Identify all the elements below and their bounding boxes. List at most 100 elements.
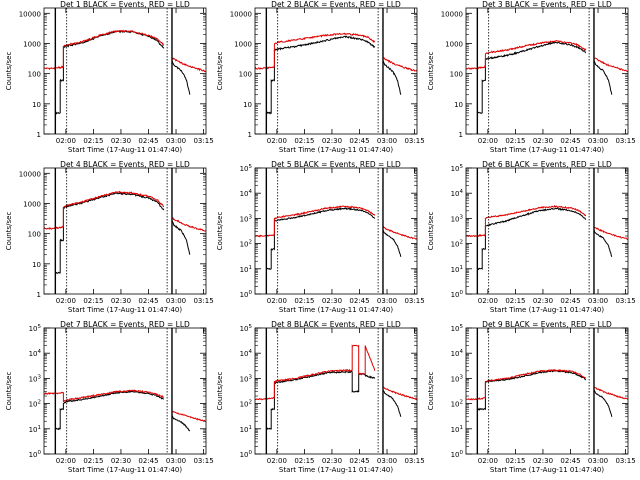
y-tick-label: 100 — [28, 231, 41, 239]
x-axis-label: Start Time (17-Aug-11 01:47:40) — [279, 146, 393, 154]
x-tick-label: 02:30 — [111, 457, 131, 465]
y-tick-label: 104 — [240, 349, 253, 358]
series-line-events — [266, 207, 376, 270]
axes-frame — [465, 167, 629, 295]
x-tick-label: 02:30 — [322, 297, 342, 305]
x-tick-label: 03:00 — [166, 297, 186, 305]
detector-panel-2: Det 2 BLACK = Events, RED = LLD 1 10 100 100… — [216, 0, 425, 154]
x-tick-label: 03:15 — [193, 457, 213, 465]
y-tick-label: 1000 — [445, 40, 463, 48]
y-tick-label: 101 — [29, 425, 41, 434]
panel-title: Det 8 BLACK = Events, RED = LLD — [271, 320, 401, 329]
x-tick-label: 03:00 — [377, 297, 397, 305]
y-tick-label: 104 — [451, 349, 464, 358]
y-axis-label: Counts/sec — [427, 212, 435, 251]
detector-panel-1: Det 1 BLACK = Events, RED = LLD 1 10 100 100… — [5, 0, 214, 154]
x-tick-label: 02:00 — [56, 137, 76, 145]
y-tick-label: 10000 — [441, 10, 463, 18]
series-line-lld — [254, 32, 376, 70]
series-line-events — [477, 207, 587, 271]
y-tick-label: 105 — [240, 164, 253, 173]
axes-frame — [254, 327, 418, 455]
x-tick-label: 02:15 — [294, 457, 314, 465]
y-tick-label: 103 — [240, 374, 253, 383]
x-tick-label: 03:00 — [166, 457, 186, 465]
y-tick-label: 100 — [29, 450, 42, 459]
series-line-events — [477, 41, 586, 115]
y-tick-label: 102 — [240, 240, 252, 249]
x-axis-label: Start Time (17-Aug-11 01:47:40) — [68, 306, 182, 314]
y-tick-label: 101 — [451, 425, 463, 434]
y-tick-label: 100 — [240, 290, 253, 299]
y-tick-label: 1000 — [23, 200, 41, 208]
x-tick-label: 02:15 — [294, 137, 314, 145]
series-line-events — [171, 60, 191, 95]
panel-title: Det 3 BLACK = Events, RED = LLD — [482, 0, 612, 9]
x-tick-label: 02:45 — [349, 457, 369, 465]
series-line-events — [265, 370, 376, 431]
series-line-events — [382, 229, 402, 257]
x-tick-label: 03:15 — [615, 137, 635, 145]
y-tick-label: 102 — [451, 240, 463, 249]
series-line-lld — [593, 57, 629, 73]
x-axis-label: Start Time (17-Aug-11 01:47:40) — [490, 306, 604, 314]
y-tick-label: 101 — [240, 425, 252, 434]
panel-title: Det 9 BLACK = Events, RED = LLD — [482, 320, 612, 329]
x-tick-label: 03:15 — [404, 457, 424, 465]
x-tick-label: 02:45 — [560, 297, 580, 305]
axes-frame — [254, 7, 418, 135]
y-tick-label: 104 — [29, 349, 42, 358]
y-axis-label: Counts/sec — [216, 212, 224, 251]
series-line-lld — [43, 389, 164, 403]
y-tick-label: 1 — [37, 291, 41, 299]
detector-panel-9: Det 9 BLACK = Events, RED = LLD 100 101 102… — [427, 320, 636, 474]
x-axis-label: Start Time (17-Aug-11 01:47:40) — [490, 466, 604, 474]
x-tick-label: 02:00 — [478, 297, 498, 305]
series-line-lld — [43, 190, 164, 230]
series-line-events — [55, 192, 165, 275]
x-tick-label: 03:15 — [615, 297, 635, 305]
x-tick-label: 02:45 — [138, 137, 158, 145]
series-line-events — [265, 35, 376, 115]
x-tick-label: 02:30 — [322, 457, 342, 465]
y-axis-label: Counts/sec — [216, 372, 224, 411]
y-tick-label: 1000 — [23, 40, 41, 48]
x-tick-label: 02:15 — [83, 137, 103, 145]
x-tick-label: 03:00 — [588, 457, 608, 465]
y-tick-label: 105 — [29, 324, 42, 333]
x-tick-label: 03:15 — [193, 137, 213, 145]
series-line-events — [593, 229, 613, 257]
x-tick-label: 02:00 — [267, 137, 287, 145]
y-tick-label: 100 — [450, 71, 463, 79]
detector-panel-6: Det 6 BLACK = Events, RED = LLD 100 101 102… — [427, 160, 636, 314]
y-axis-label: Counts/sec — [5, 52, 13, 91]
x-tick-label: 03:15 — [193, 297, 213, 305]
series-line-lld — [254, 344, 376, 401]
x-tick-label: 02:00 — [267, 297, 287, 305]
detector-panel-8: Det 8 BLACK = Events, RED = LLD 100 101 102… — [216, 320, 425, 474]
y-tick-label: 105 — [451, 164, 464, 173]
series-line-lld — [593, 226, 629, 240]
x-tick-label: 02:30 — [111, 137, 131, 145]
x-tick-label: 02:15 — [294, 297, 314, 305]
x-axis-label: Start Time (17-Aug-11 01:47:40) — [490, 146, 604, 154]
x-tick-label: 02:00 — [56, 297, 76, 305]
y-tick-label: 100 — [451, 290, 464, 299]
y-tick-label: 1 — [248, 131, 252, 139]
detector-panel-5: Det 5 BLACK = Events, RED = LLD 100 101 102… — [216, 160, 425, 314]
y-tick-label: 103 — [29, 374, 42, 383]
y-axis-label: Counts/sec — [427, 52, 435, 91]
x-tick-label: 02:45 — [560, 457, 580, 465]
axes-frame — [43, 7, 207, 135]
axes-frame — [465, 327, 629, 455]
x-tick-label: 03:00 — [377, 457, 397, 465]
x-tick-label: 02:15 — [83, 457, 103, 465]
x-tick-label: 02:00 — [267, 457, 287, 465]
y-tick-label: 10000 — [19, 170, 41, 178]
detector-panel-3: Det 3 BLACK = Events, RED = LLD 1 10 100 100… — [427, 0, 636, 154]
panel-title: Det 5 BLACK = Events, RED = LLD — [271, 160, 401, 169]
x-tick-label: 02:30 — [533, 137, 553, 145]
axes-frame — [43, 327, 207, 455]
y-tick-label: 100 — [451, 450, 464, 459]
x-tick-label: 03:00 — [588, 137, 608, 145]
